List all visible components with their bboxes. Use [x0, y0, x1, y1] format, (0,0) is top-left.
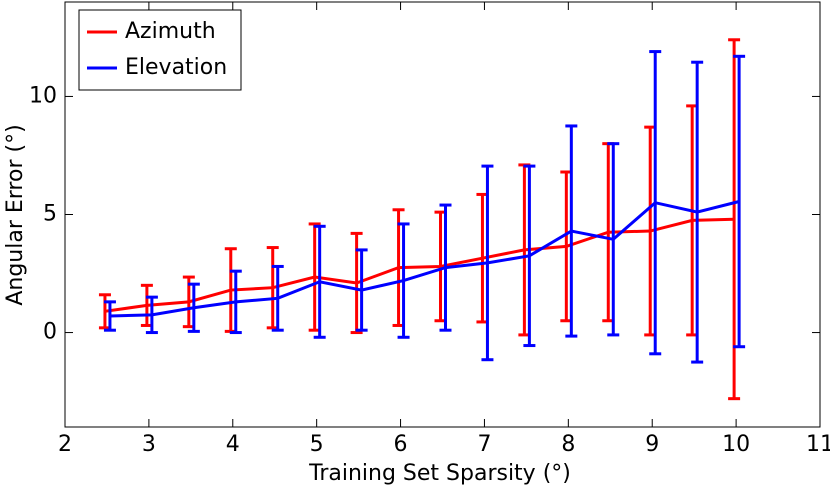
y-tick-label: 10: [29, 83, 57, 108]
x-axis-label: Training Set Sparsity (°): [308, 461, 571, 486]
x-tick-label: 7: [477, 432, 491, 457]
x-tick-label: 10: [722, 432, 750, 457]
x-tick-label: 2: [58, 432, 72, 457]
line: [104, 217, 735, 313]
legend-label: Azimuth: [125, 19, 216, 44]
line: [109, 200, 740, 318]
x-tick-label: 5: [310, 432, 324, 457]
y-tick-label: 5: [43, 202, 57, 227]
x-tick-label: 3: [142, 432, 156, 457]
x-tick-label: 4: [226, 432, 240, 457]
legend-box: [78, 9, 242, 91]
error-bar: [728, 38, 741, 401]
x-tick-label: 8: [561, 432, 575, 457]
x-tick-label: 11: [806, 432, 830, 457]
y-axis-label: Angular Error (°): [3, 124, 28, 305]
x-tick-label: 6: [394, 432, 408, 457]
x-tick-label: 9: [645, 432, 659, 457]
legend-label: Elevation: [125, 55, 227, 80]
y-tick-label: 0: [43, 320, 57, 345]
